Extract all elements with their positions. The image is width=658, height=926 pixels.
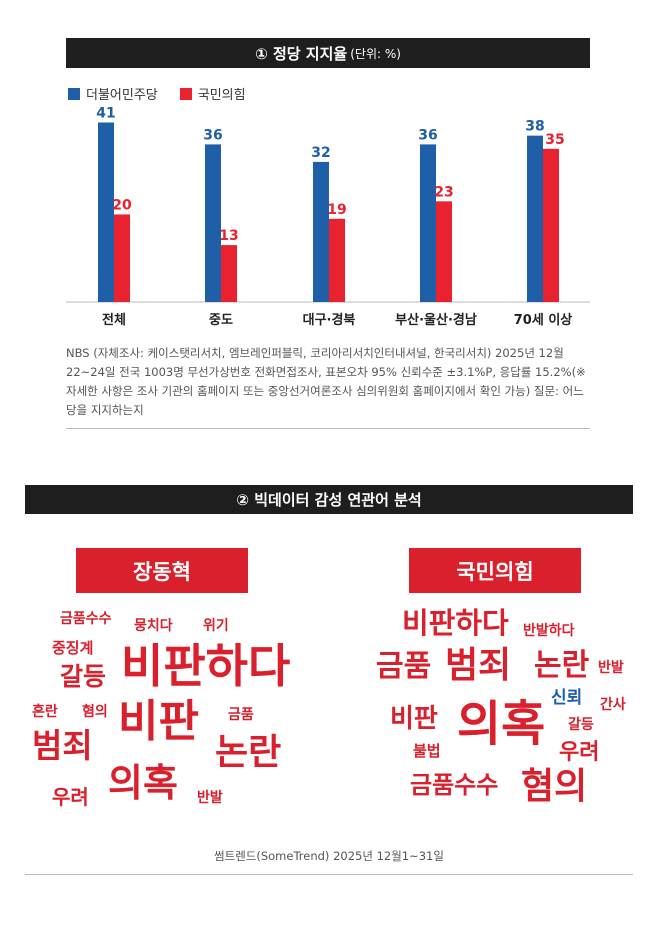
section2-title: ② 빅데이터 감성 연관어 분석	[25, 485, 633, 514]
cloud-label-ppp: 국민의힘	[409, 548, 581, 593]
bar-ppp	[221, 245, 237, 302]
cloud-word: 의혹	[457, 696, 546, 752]
data-label-ppp: 35	[545, 132, 564, 148]
cloud-label-jang: 장동혁	[76, 548, 248, 593]
cloud-word: 비판	[390, 704, 438, 734]
cloud-word: 논란	[215, 732, 282, 773]
cloud-word: 반발	[598, 660, 624, 676]
bar-ppp	[436, 201, 452, 302]
section2-title-text: ② 빅데이터 감성 연관어 분석	[236, 491, 422, 509]
cloud-word: 불법	[413, 742, 441, 760]
cloud-word: 의혹	[108, 761, 178, 805]
bar-ppp	[114, 214, 130, 302]
cloud-word: 범죄	[32, 726, 93, 765]
category-label: 부산·울산·경남	[395, 312, 477, 328]
category-label: 전체	[102, 312, 126, 328]
cloud-word: 논란	[534, 648, 590, 683]
cloud-word: 우려	[559, 740, 600, 765]
bar-democratic	[98, 122, 114, 302]
cloud-word: 금품수수	[60, 611, 112, 627]
bar-democratic	[205, 144, 221, 302]
section1-unit: (단위: %)	[350, 46, 401, 61]
cloud-word: 금품	[376, 649, 432, 684]
cloud-word: 범죄	[445, 645, 512, 686]
legend-label-ppp: 국민의힘	[197, 88, 246, 103]
survey-note: NBS (자체조사: 케이스탯리서치, 엠브레인퍼블릭, 코리아리서치인터내셔널…	[66, 346, 586, 417]
cloud-word: 위기	[203, 618, 229, 634]
legend-swatch-democratic	[68, 87, 80, 100]
section1-divider	[66, 428, 590, 429]
chart-legend: 더불어민주당 국민의힘	[68, 84, 246, 103]
section1-title: ① 정당 지지율 (단위: %)	[66, 38, 590, 68]
cloud-word: 반발	[197, 790, 223, 806]
data-label-ppp: 20	[112, 197, 132, 213]
data-label-ppp: 23	[434, 184, 453, 200]
cloud-word: 우려	[52, 785, 89, 809]
data-label-ppp: 13	[219, 228, 238, 244]
category-label: 70세 이상	[514, 312, 573, 328]
bottom-divider	[25, 874, 633, 875]
cloud-word: 비판하다	[402, 606, 509, 640]
cloud-word: 반발하다	[523, 623, 575, 639]
data-label-democratic: 36	[418, 127, 437, 143]
cloud-word: 중징계	[52, 639, 94, 657]
cloud-word: 비판	[118, 696, 199, 747]
cloud-word: 간사	[600, 697, 626, 713]
cloud-word: 혼란	[32, 704, 58, 720]
bar-democratic	[313, 161, 329, 302]
legend-item-democratic: 더불어민주당	[68, 84, 158, 103]
cloud-word: 금품수수	[410, 771, 499, 799]
cloud-word: 뭉치다	[134, 618, 173, 634]
cloud-word: 신뢰	[551, 688, 583, 708]
data-label-democratic: 36	[203, 127, 222, 143]
bar-ppp	[329, 218, 345, 302]
bar-democratic	[420, 144, 436, 302]
category-label: 중도	[209, 313, 233, 328]
bar-ppp	[543, 148, 559, 302]
legend-item-ppp: 국민의힘	[179, 84, 246, 103]
cloud-word: 갈등	[60, 662, 107, 691]
source-note: 썸트렌드(SomeTrend) 2025년 12월1~31일	[214, 849, 444, 863]
category-label: 대구·경북	[303, 312, 356, 328]
cloud-word: 갈등	[568, 717, 594, 733]
cloud-word: 금품	[228, 707, 254, 723]
data-label-democratic: 41	[96, 106, 115, 122]
bar-democratic	[527, 135, 543, 302]
data-label-democratic: 32	[311, 145, 330, 161]
cloud-word: 혐의	[521, 766, 588, 807]
cloud-word: 비판하다	[121, 639, 291, 693]
section1-title-text: ① 정당 지지율	[255, 44, 348, 63]
legend-swatch-ppp	[179, 87, 192, 100]
data-label-democratic: 38	[525, 119, 544, 135]
legend-label-democratic: 더불어민주당	[86, 88, 158, 103]
cloud-word: 혐의	[82, 704, 108, 720]
data-label-ppp: 19	[327, 202, 346, 218]
